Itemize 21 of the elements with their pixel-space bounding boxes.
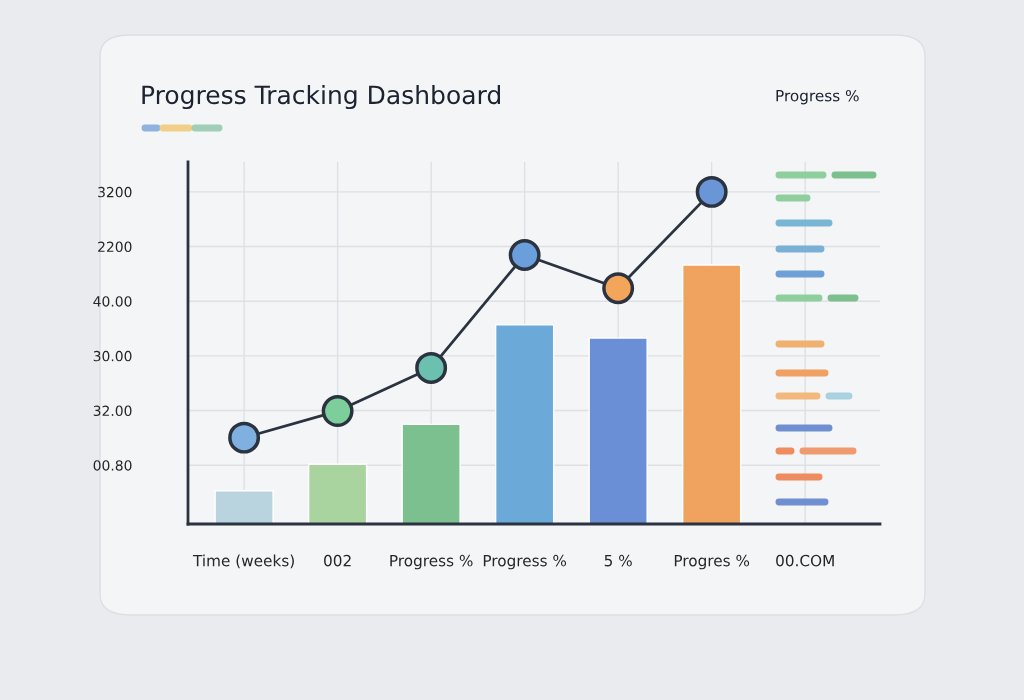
x-tick-label: Time (weeks) [192,554,294,569]
chart-title: Progress Tracking Dashboard [142,84,500,110]
text: Progress % [776,89,859,105]
x-tick-label: 5 % [604,554,632,567]
x-tick-label: Progress % [390,554,473,570]
bar [307,463,368,524]
x-tick-label: Progres % [674,554,750,570]
x-tick-label: Progress % [483,554,567,570]
x-tick-label: 00.COM [776,554,834,567]
bar [494,324,555,524]
text: 40.00 [93,296,132,307]
bar [214,490,274,524]
bar [401,423,461,524]
text: 00.80 [93,460,132,471]
text: 3200 [98,186,132,198]
bar [588,337,648,524]
text: 30.00 [93,350,132,362]
text: 32.00 [93,405,132,417]
x-tick-label: 002 [324,554,351,567]
bar [681,264,742,524]
text: 2200 [98,241,132,253]
